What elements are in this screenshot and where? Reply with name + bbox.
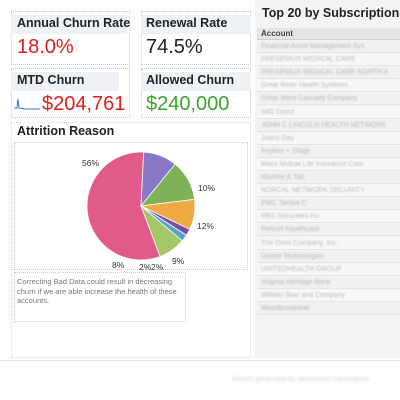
account-name: Rehnet Healthcare — [261, 226, 320, 234]
top20-title: Top 20 by Subscriptions — [262, 6, 400, 20]
account-name: IMG Direct — [261, 108, 295, 116]
account-name: FRESENIUS MEDICAL CARE NORTH A — [261, 69, 389, 77]
pie-chart-frame — [14, 142, 248, 270]
renewal-rate-title-bg — [141, 15, 251, 34]
account-name: Financial Asset Management Sys — [261, 43, 365, 50]
account-name: Joans Day — [261, 134, 295, 142]
pie-label-2b: 2% — [139, 262, 152, 272]
mtd-churn-sparkline — [14, 98, 40, 110]
account-name: The Orvis Company, Inc. — [261, 239, 338, 247]
table-row[interactable]: William Blair and Company — [257, 289, 400, 302]
account-column-header[interactable]: Account — [261, 29, 293, 38]
pie-slice-56[interactable] — [86, 151, 161, 261]
annual-churn-title: Annual Churn Rate — [17, 16, 131, 30]
table-row[interactable]: Great River Health Systems — [257, 80, 400, 93]
renewal-rate-title: Renewal Rate — [146, 16, 228, 30]
account-name: United Technologies — [261, 252, 324, 260]
mtd-churn-title-bg — [11, 72, 119, 91]
allowed-churn-value: $240,000 — [146, 93, 230, 115]
account-name: McAfee & Taft — [261, 174, 305, 181]
allowed-churn-title-bg — [141, 72, 251, 91]
pie-label-9: 9% — [172, 256, 185, 266]
pie-slice-8[interactable] — [140, 204, 183, 258]
table-row[interactable]: FRESENIUS MEDICAL CARE NORTH A — [257, 67, 400, 80]
table-row[interactable]: JOHN C LINCOLN HEALTH NETWORK — [257, 119, 400, 132]
renewal-rate-value: 74.5% — [146, 36, 203, 58]
account-name: Keyline + Stage — [261, 147, 311, 155]
pie-label-8: 8% — [112, 260, 125, 270]
mtd-churn-card — [11, 68, 130, 118]
pie-label-10: 10% — [198, 183, 216, 193]
note-box — [14, 272, 186, 322]
table-row[interactable]: The Orvis Company, Inc. — [257, 237, 400, 250]
table-row[interactable]: Rehnet Healthcare — [257, 224, 400, 237]
table-row[interactable]: Woodbrookshel — [257, 303, 400, 315]
allowed-churn-card — [141, 68, 251, 118]
pie-label-2a: 2% — [151, 262, 164, 272]
account-name: FRESENIUS MEDICAL CARE — [261, 56, 356, 64]
attrition-note: Correcting Bad Data could result in decr… — [17, 277, 177, 305]
pie-label-12: 12% — [197, 221, 215, 231]
table-row[interactable]: RBS Securities Inc — [257, 211, 400, 224]
table-row[interactable]: Financial Asset Management Sys — [257, 41, 400, 53]
table-row[interactable]: Great West Casualty Company — [257, 93, 400, 106]
account-name: Great River Health Systems — [261, 82, 348, 90]
annual-churn-title-bg — [11, 15, 127, 34]
table-row[interactable]: Virginia Heritage Bank — [257, 276, 400, 289]
table-row[interactable]: United Technologies — [257, 250, 400, 263]
account-name: RBS Securities Inc — [261, 213, 320, 221]
account-name: Woodbrookshel — [261, 305, 310, 312]
table-row[interactable]: NORCAL NETWORK SECURITY — [257, 185, 400, 198]
mtd-churn-value: $204,761 — [42, 93, 126, 115]
account-name: JOHN C LINCOLN HEALTH NETWORK — [261, 121, 387, 129]
account-name: NORCAL NETWORK SECURITY — [261, 187, 365, 195]
table-row[interactable]: Keyline + Stage — [257, 145, 400, 158]
account-name: Great West Casualty Company — [261, 95, 358, 103]
account-name: Virginia Heritage Bank — [261, 278, 331, 286]
footer-text: Report generated by dashboard subscripti… — [232, 376, 371, 383]
top20-table-header: Account — [257, 28, 400, 40]
attrition-title: Attrition Reason — [17, 124, 115, 138]
table-row[interactable]: FRESENIUS MEDICAL CARE — [257, 54, 400, 67]
account-name: UNITEDHEALTH GROUP — [261, 265, 342, 273]
table-row[interactable]: Joans Day — [257, 132, 400, 145]
attrition-panel — [11, 122, 251, 358]
table-row[interactable]: IMG Direct — [257, 106, 400, 119]
account-name: William Blair and Company — [261, 291, 346, 299]
annual-churn-card — [11, 11, 130, 65]
account-name: PMC Tampa C — [261, 200, 307, 208]
account-name: Mass Mutual Life Insurance Com — [261, 160, 364, 168]
pie-label-56: 56% — [82, 158, 100, 168]
page-divider — [0, 360, 400, 361]
renewal-rate-card — [141, 11, 251, 65]
table-row[interactable]: Mass Mutual Life Insurance Com — [257, 158, 400, 171]
annual-churn-value: 18.0% — [17, 36, 74, 58]
table-row[interactable]: UNITEDHEALTH GROUP — [257, 263, 400, 276]
mtd-churn-title: MTD Churn — [17, 73, 85, 87]
table-row[interactable]: McAfee & Taft — [257, 172, 400, 184]
allowed-churn-title: Allowed Churn — [146, 73, 235, 87]
table-row[interactable]: PMC Tampa C — [257, 198, 400, 211]
